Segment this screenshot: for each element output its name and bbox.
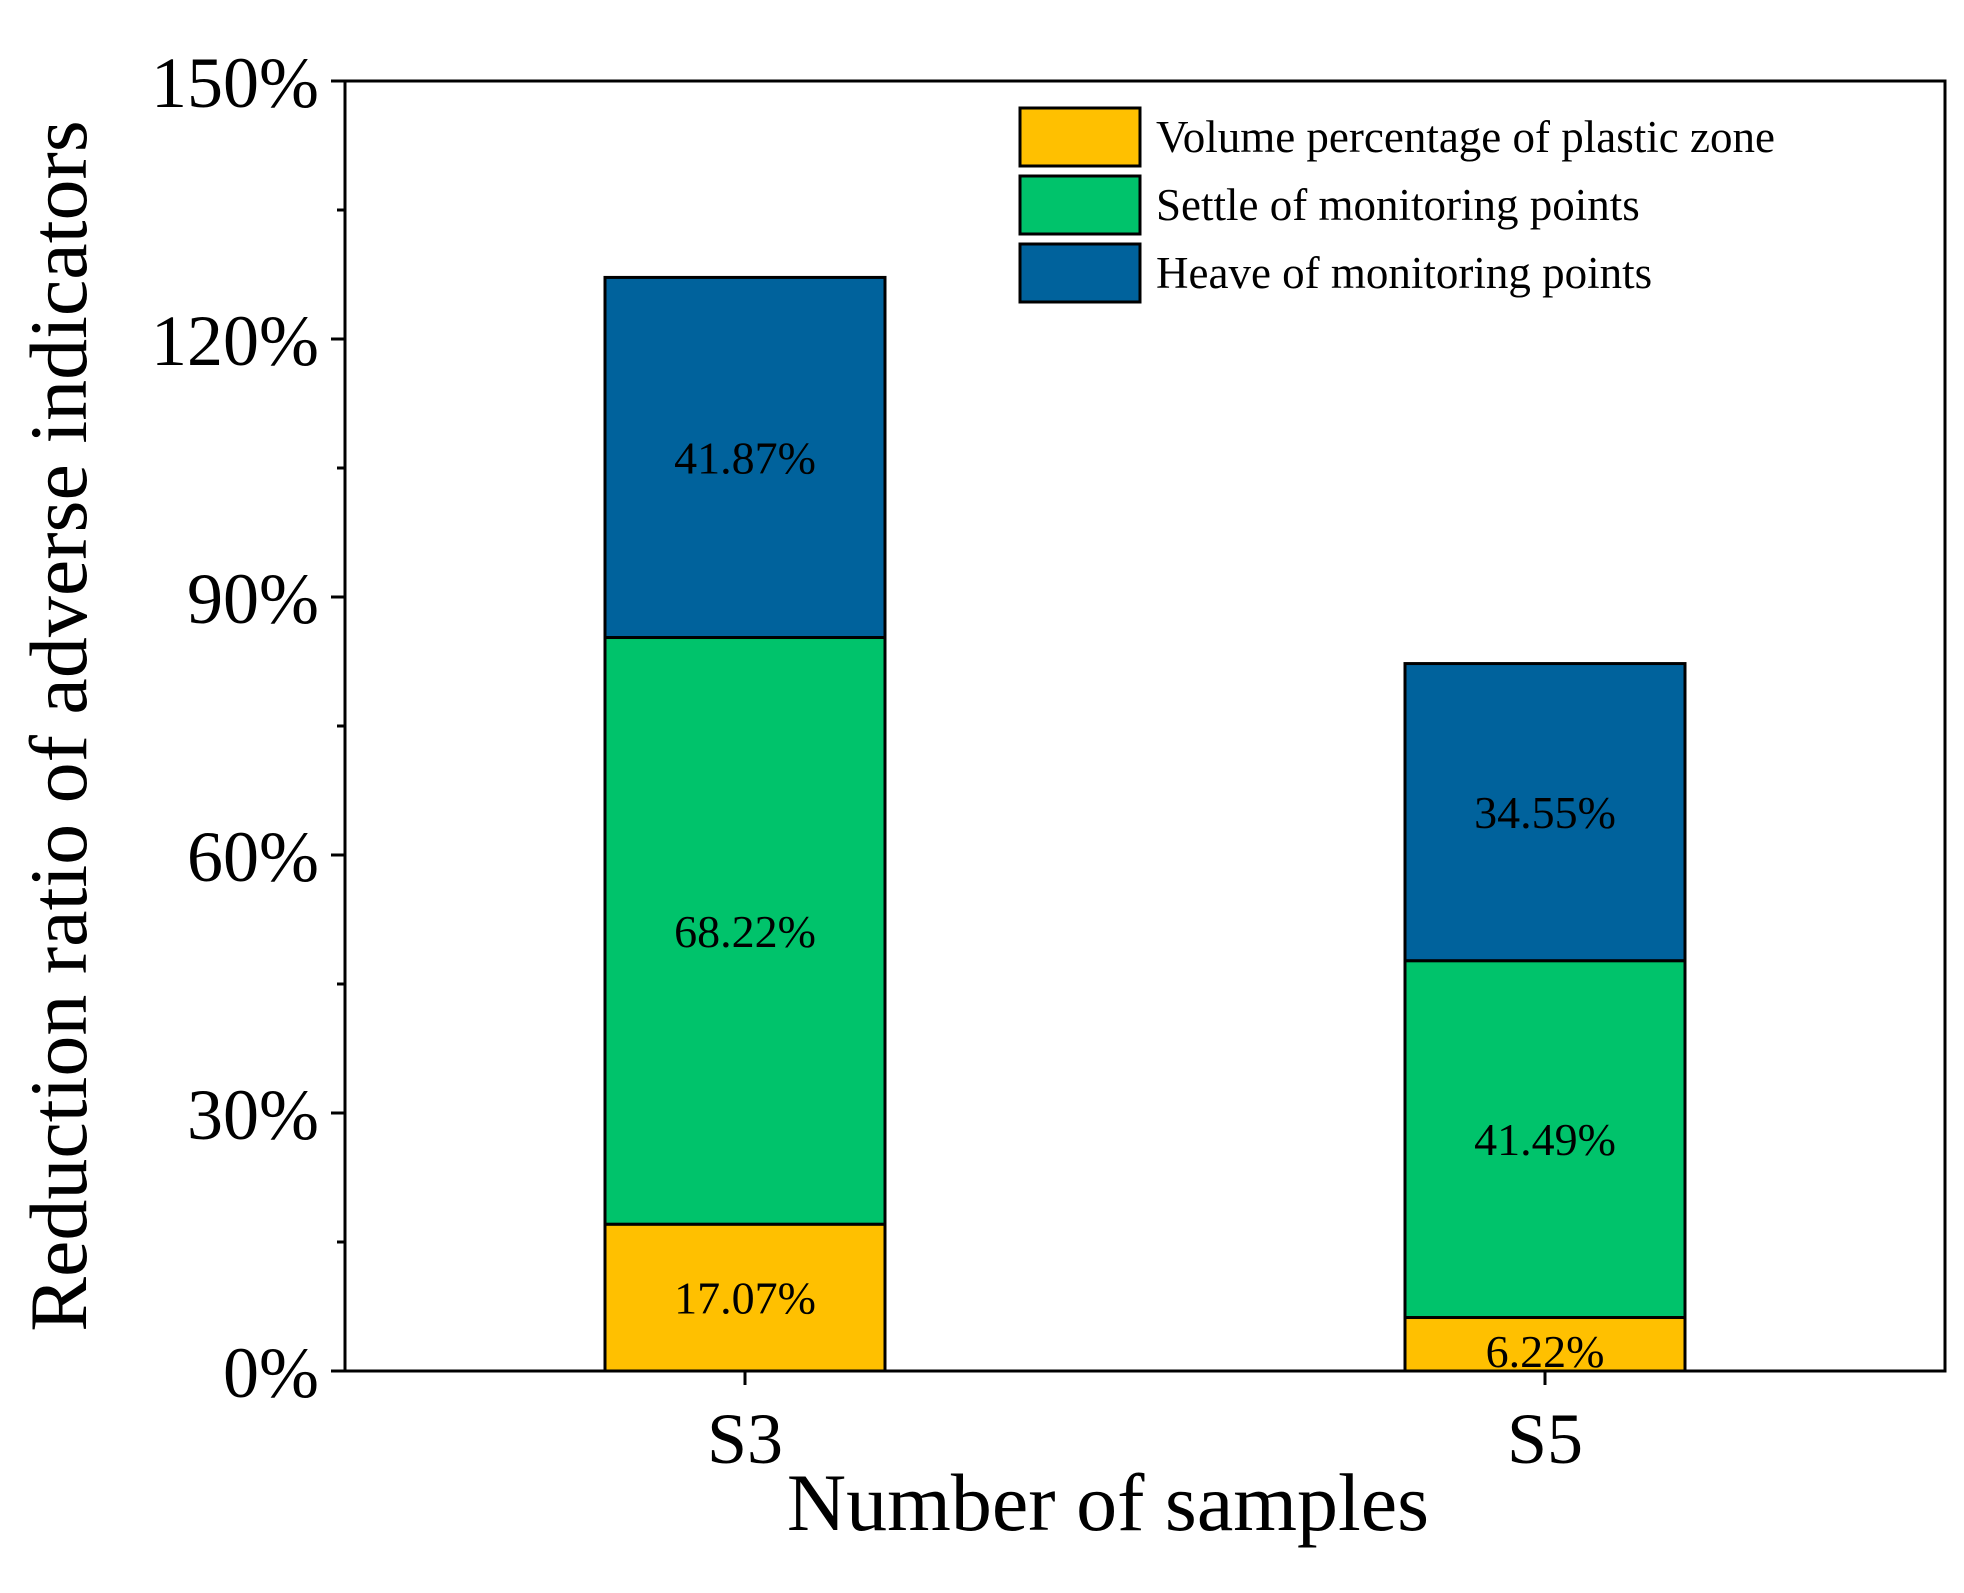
legend: Volume percentage of plastic zone Settle … bbox=[1018, 106, 1775, 304]
legend-swatch bbox=[1018, 174, 1142, 236]
bar-data-label: 34.55% bbox=[1474, 787, 1616, 838]
y-tick-label: 90% bbox=[187, 559, 319, 639]
bar-data-label: 68.22% bbox=[674, 906, 816, 957]
y-tick-label: 0% bbox=[223, 1333, 319, 1413]
x-axis-title: Number of samples bbox=[787, 1457, 1429, 1548]
y-axis-title: Reduction ratio of adverse indicators bbox=[13, 120, 104, 1331]
y-tick-label: 60% bbox=[187, 817, 319, 897]
bars: 17.07% 68.22% 41.87% 6.22% 41.49% 34.55% bbox=[603, 275, 1687, 1377]
legend-entry-label: Settle of monitoring points bbox=[1156, 180, 1640, 230]
bar-segment bbox=[1403, 662, 1687, 963]
y-tick-label: 30% bbox=[187, 1075, 319, 1155]
legend-entry-label: Heave of monitoring points bbox=[1156, 248, 1652, 298]
bar-segment bbox=[1403, 959, 1687, 1320]
bar-data-label: 6.22% bbox=[1486, 1326, 1605, 1377]
x-tick-label: S5 bbox=[1507, 1399, 1583, 1479]
bar-data-label: 41.49% bbox=[1474, 1114, 1616, 1165]
legend-entry-label: Volume percentage of plastic zone bbox=[1156, 112, 1775, 162]
x-axis: S3 S5 bbox=[707, 1371, 1583, 1479]
bar-data-label: 17.07% bbox=[674, 1273, 816, 1324]
plot-area-frame bbox=[343, 79, 1947, 1373]
legend-swatch bbox=[1018, 106, 1142, 168]
legend-swatch bbox=[1018, 242, 1142, 304]
y-tick-label: 120% bbox=[151, 301, 319, 381]
bar-segment bbox=[603, 275, 887, 640]
bar-data-label: 41.87% bbox=[674, 432, 816, 483]
bar-segment bbox=[1403, 1316, 1687, 1373]
bar-segment bbox=[603, 636, 887, 1226]
y-axis: 0% 30% 60% 90% 120% 150% bbox=[151, 43, 345, 1413]
x-tick-label: S3 bbox=[707, 1399, 783, 1479]
y-tick-label: 150% bbox=[151, 43, 319, 123]
